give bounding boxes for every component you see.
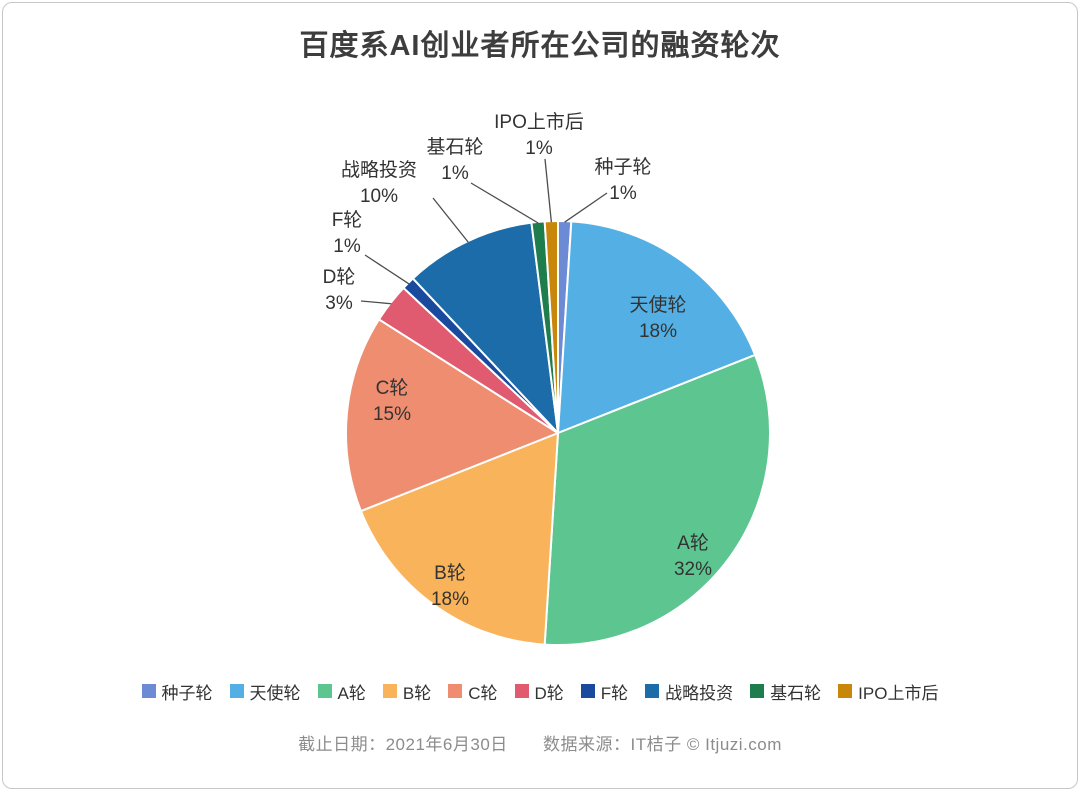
legend-item-F轮: F轮 <box>580 679 629 704</box>
legend-item-D轮: D轮 <box>514 679 564 704</box>
label-leader-line <box>470 182 539 224</box>
slice-label-name: F轮 <box>332 209 363 231</box>
slice-label-value: 32% <box>674 559 712 580</box>
slice-label-name: A轮 <box>677 532 709 554</box>
legend-swatch <box>580 684 595 699</box>
legend-label: C轮 <box>468 683 498 703</box>
legend-item-A轮: A轮 <box>317 679 366 704</box>
legend-label: 天使轮 <box>249 683 301 703</box>
label-leader-line <box>360 300 392 305</box>
pie-slice-C轮 <box>345 318 559 512</box>
slice-label-value: 18% <box>431 589 469 610</box>
legend-swatch <box>382 684 397 699</box>
slice-label-name: C轮 <box>376 377 409 399</box>
legend-item-天使轮: 天使轮 <box>229 679 301 704</box>
pie-chart: 种子轮 1% 天使轮 18% A轮 32% B轮 18% C轮 15% D轮 3% F轮 1% 战略投资 10… <box>323 111 771 646</box>
slice-label-value: 15% <box>373 404 411 425</box>
legend-swatch <box>448 684 463 699</box>
legend-item-C轮: C轮 <box>448 679 498 704</box>
legend-label: 战略投资 <box>665 683 734 703</box>
label-leader-line <box>432 197 469 243</box>
slice-label-value: 1% <box>441 163 469 184</box>
slice-label-name: 种子轮 <box>594 156 651 178</box>
chart-title: 百度系AI创业者所在公司的融资轮次 <box>299 30 781 62</box>
slice-label-name: 基石轮 <box>426 136 483 158</box>
footer-date: 截止日期：2021年6月30日 <box>298 734 508 754</box>
slice-label-name: D轮 <box>323 266 356 288</box>
legend-swatch <box>229 684 244 699</box>
footer-source: 数据来源：IT桔子 © Itjuzi.com <box>543 734 782 754</box>
legend-item-IPO上市后: IPO上市后 <box>838 679 938 704</box>
legend-swatch <box>141 684 156 699</box>
footer: 截止日期：2021年6月30日 数据来源：IT桔子 © Itjuzi.com <box>3 730 1077 755</box>
slice-label-name: IPO上市后 <box>494 111 584 133</box>
slice-label-name: 战略投资 <box>341 159 417 181</box>
legend-swatch <box>645 684 660 699</box>
legend-label: 基石轮 <box>770 683 822 703</box>
legend-swatch <box>317 684 332 699</box>
label-leader-line <box>544 158 553 223</box>
legend-label: A轮 <box>337 683 366 703</box>
legend-label: IPO上市后 <box>858 683 939 703</box>
legend-item-B轮: B轮 <box>382 679 432 704</box>
legend-item-种子轮: 种子轮 <box>141 679 213 704</box>
legend-swatch <box>514 684 529 699</box>
legend-swatch <box>838 684 853 699</box>
legend-label: B轮 <box>402 683 432 703</box>
legend-swatch <box>750 684 765 699</box>
pie-slice-B轮 <box>359 431 559 646</box>
slice-label-value: 1% <box>525 138 553 159</box>
legend-label: D轮 <box>534 683 564 703</box>
legend: 种子轮 天使轮 A轮 B轮 C轮 D轮 F轮 战略投资 基石轮 IPO上市后 <box>3 679 1077 704</box>
slice-label-value: 3% <box>325 293 353 314</box>
pie-slice-天使轮 <box>557 220 757 434</box>
slice-label-value: 1% <box>333 236 361 257</box>
legend-item-基石轮: 基石轮 <box>750 679 821 704</box>
legend-label: 种子轮 <box>161 683 213 703</box>
legend-item-战略投资: 战略投资 <box>645 679 733 704</box>
slice-label-name: 天使轮 <box>629 294 686 316</box>
slice-label-value: 1% <box>609 183 637 204</box>
slice-label-value: 10% <box>360 186 398 207</box>
slice-label-value: 18% <box>639 321 677 342</box>
legend-label: F轮 <box>600 683 629 703</box>
label-leader-line <box>564 192 608 223</box>
pie-slice-A轮 <box>543 353 771 646</box>
slice-label-name: B轮 <box>434 562 466 584</box>
label-leader-line <box>364 254 410 285</box>
